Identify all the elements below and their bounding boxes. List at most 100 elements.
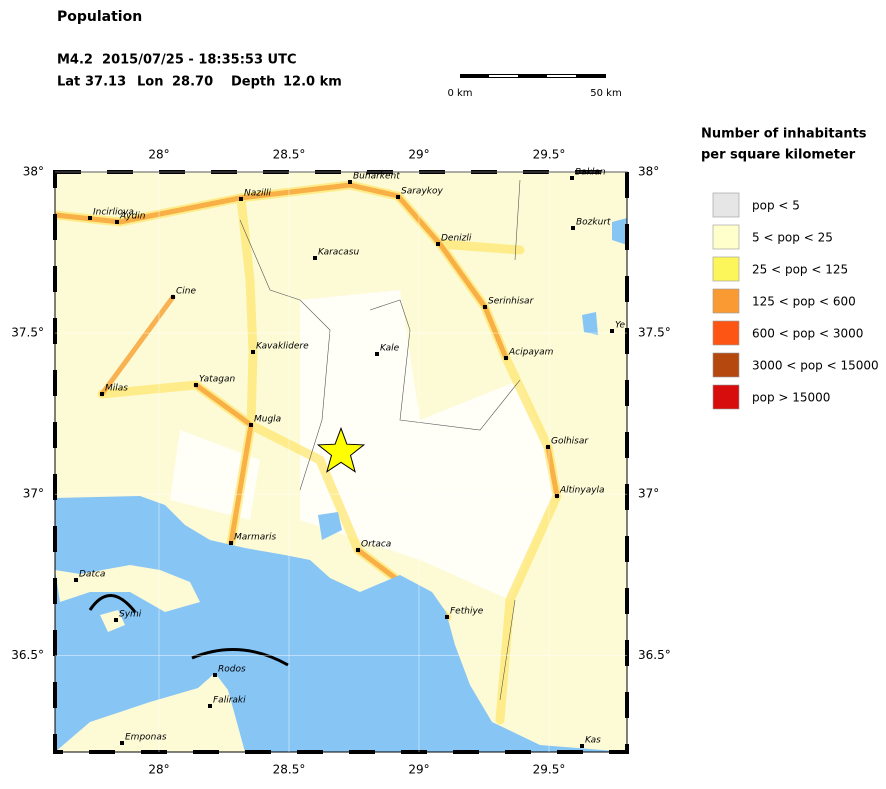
- legend-swatch: [712, 320, 740, 346]
- city-label: Karacasu: [318, 248, 359, 258]
- legend-label: 600 < pop < 3000: [752, 327, 863, 341]
- city-dot: [171, 295, 175, 299]
- legend-swatch: [712, 224, 740, 250]
- legend-swatch: [712, 384, 740, 410]
- legend: Number of inhabitants per square kilomet…: [701, 127, 879, 410]
- y-tick-label: 38°: [23, 165, 44, 179]
- city-label: Buharkent: [353, 172, 400, 182]
- city-label: Kale: [380, 344, 400, 354]
- city-label: Cine: [176, 287, 196, 297]
- city-dot: [229, 541, 233, 545]
- city-dot: [555, 494, 559, 498]
- lon: 28.70: [172, 75, 213, 90]
- x-tick-label: 29.5°: [533, 763, 566, 777]
- legend-label: 125 < pop < 600: [752, 295, 856, 309]
- city-label: Kas: [585, 736, 601, 746]
- lat-label: Lat: [57, 75, 80, 90]
- city-dot: [88, 216, 92, 220]
- x-tick-label: 28.5°: [273, 148, 306, 162]
- legend-label: 25 < pop < 125: [752, 263, 848, 277]
- x-tick-label: 28°: [148, 763, 169, 777]
- city-label: Ortaca: [361, 540, 391, 550]
- city-dot: [114, 618, 118, 622]
- city-dot: [115, 220, 119, 224]
- legend-title: Number of inhabitants: [701, 127, 867, 142]
- city-label: Incirliova: [93, 208, 134, 218]
- legend-label: 3000 < pop < 15000: [752, 359, 879, 373]
- scale-bar: 0 km 50 km: [447, 74, 622, 99]
- city-dot: [251, 350, 255, 354]
- city-dot: [580, 744, 584, 748]
- city-dot: [396, 195, 400, 199]
- city-label: Aydin: [119, 212, 146, 222]
- lat: 37.13: [85, 75, 126, 90]
- city-dot: [375, 352, 379, 356]
- city-label: Altinyayla: [559, 486, 605, 496]
- city-label: Yatagan: [199, 375, 235, 385]
- city-label: Symi: [119, 610, 142, 620]
- city-label: Faliraki: [213, 696, 246, 706]
- city-label: Nazilli: [244, 189, 271, 199]
- city-dot: [570, 176, 574, 180]
- event: M4.2 2015/07/25 - 18:35:53 UTC: [57, 53, 296, 68]
- city-dot: [194, 383, 198, 387]
- y-tick-label: 37°: [23, 487, 44, 501]
- city-label: Fethiye: [450, 607, 484, 617]
- y-tick-label: 37.5°: [11, 326, 44, 340]
- city-dot: [100, 392, 104, 396]
- y-tick-label: 37.5°: [638, 326, 671, 340]
- city-dot: [74, 578, 78, 582]
- city-label: Serinhisar: [488, 297, 535, 307]
- legend-title: per square kilometer: [701, 148, 856, 163]
- city-label: Golhisar: [551, 437, 589, 447]
- epicenter: [316, 426, 366, 473]
- city-dot: [483, 305, 487, 309]
- city-dot: [213, 673, 217, 677]
- y-tick-label: 36.5°: [638, 648, 671, 662]
- city-label: Ye: [615, 321, 626, 331]
- city-dot: [348, 180, 352, 184]
- city-label: Kavaklidere: [256, 342, 309, 352]
- depth-label: Depth: [231, 75, 275, 90]
- city-dot: [546, 445, 550, 449]
- city-dot: [610, 329, 614, 333]
- legend-swatch: [712, 192, 740, 218]
- legend-swatch: [712, 256, 740, 282]
- city-dot: [249, 423, 253, 427]
- city-label: Rodos: [218, 665, 246, 675]
- y-tick-label: 38°: [638, 165, 659, 179]
- legend-label: pop > 15000: [752, 391, 830, 405]
- title: Population: [57, 9, 142, 25]
- x-tick-label: 28.5°: [273, 763, 306, 777]
- city-dot: [504, 356, 508, 360]
- city-dot: [571, 226, 575, 230]
- city-label: Bozkurt: [576, 218, 611, 228]
- city-dot: [445, 615, 449, 619]
- scale-start: 0 km: [447, 88, 472, 99]
- city-dot: [356, 548, 360, 552]
- legend-swatch: [712, 288, 740, 314]
- city-label: Acipayam: [508, 348, 554, 358]
- city-label: Denizli: [441, 234, 472, 244]
- lon-label: Lon: [137, 75, 163, 90]
- city-label: Baklan: [575, 168, 606, 178]
- city-label: Datca: [79, 570, 105, 580]
- city-dot: [313, 256, 317, 260]
- x-tick-label: 29°: [408, 148, 429, 162]
- city-dot: [436, 242, 440, 246]
- city-label: Saraykoy: [401, 187, 443, 197]
- scale-end: 50 km: [590, 88, 621, 99]
- city-dot: [208, 704, 212, 708]
- depth: 12.0 km: [283, 75, 342, 90]
- legend-swatch: [712, 352, 740, 378]
- city-label: Marmaris: [234, 533, 276, 543]
- city-label: Mugla: [254, 415, 281, 425]
- city-dot: [120, 741, 124, 745]
- x-tick-label: 29.5°: [533, 148, 566, 162]
- y-tick-label: 37°: [638, 487, 659, 501]
- city-label: Emponas: [125, 733, 167, 743]
- x-tick-label: 28°: [148, 148, 169, 162]
- city-dot: [239, 197, 243, 201]
- legend-label: 5 < pop < 25: [752, 231, 833, 245]
